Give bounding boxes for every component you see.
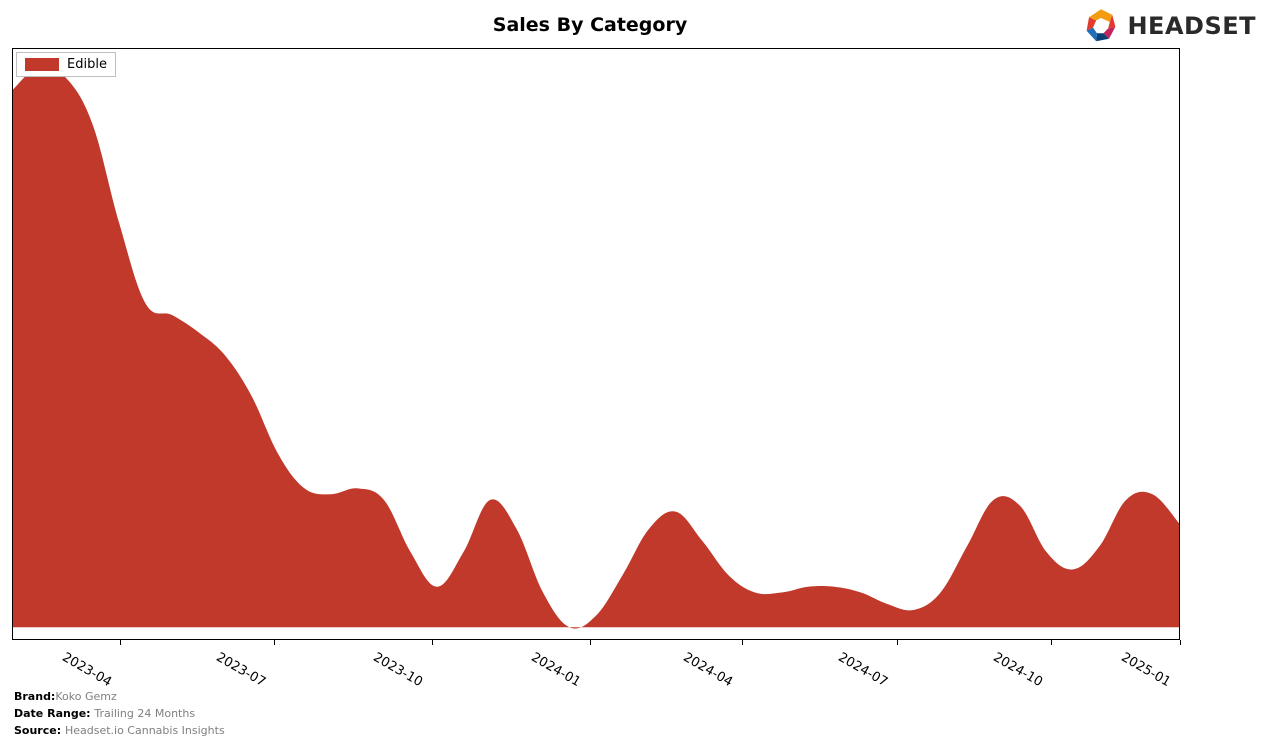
xtick-mark [120, 640, 121, 645]
xtick-label: 2024-10 [990, 650, 1045, 690]
xtick-mark [1180, 640, 1181, 645]
xtick-label: 2024-01 [529, 650, 584, 690]
area-series-edible [13, 66, 1179, 629]
legend-label: Edible [67, 57, 107, 72]
xtick-mark [590, 640, 591, 645]
legend: Edible [16, 52, 116, 77]
meta-date-range: Date Range: Trailing 24 Months [14, 707, 195, 720]
chart-title: Sales By Category [0, 14, 1180, 36]
chart-container: Sales By Category HEADSET Edible 2023-04… [0, 0, 1276, 745]
xtick-mark [1051, 640, 1052, 645]
brand-logo-text: HEADSET [1127, 12, 1256, 40]
meta-brand: Brand:Koko Gemz [14, 690, 117, 703]
meta-source: Source: Headset.io Cannabis Insights [14, 724, 225, 737]
area-chart-svg [13, 49, 1181, 641]
xtick-label: 2024-04 [681, 650, 736, 690]
xtick-label: 2025-01 [1119, 650, 1174, 690]
legend-patch [25, 58, 59, 71]
xtick-mark [432, 640, 433, 645]
xtick-label: 2023-07 [213, 650, 268, 690]
xtick-mark [897, 640, 898, 645]
xtick-label: 2023-04 [59, 650, 114, 690]
brand-logo: HEADSET [1081, 6, 1256, 46]
xtick-label: 2024-07 [836, 650, 891, 690]
xtick-label: 2023-10 [371, 650, 426, 690]
headset-logo-icon [1081, 6, 1121, 46]
xtick-mark [742, 640, 743, 645]
xtick-mark [274, 640, 275, 645]
